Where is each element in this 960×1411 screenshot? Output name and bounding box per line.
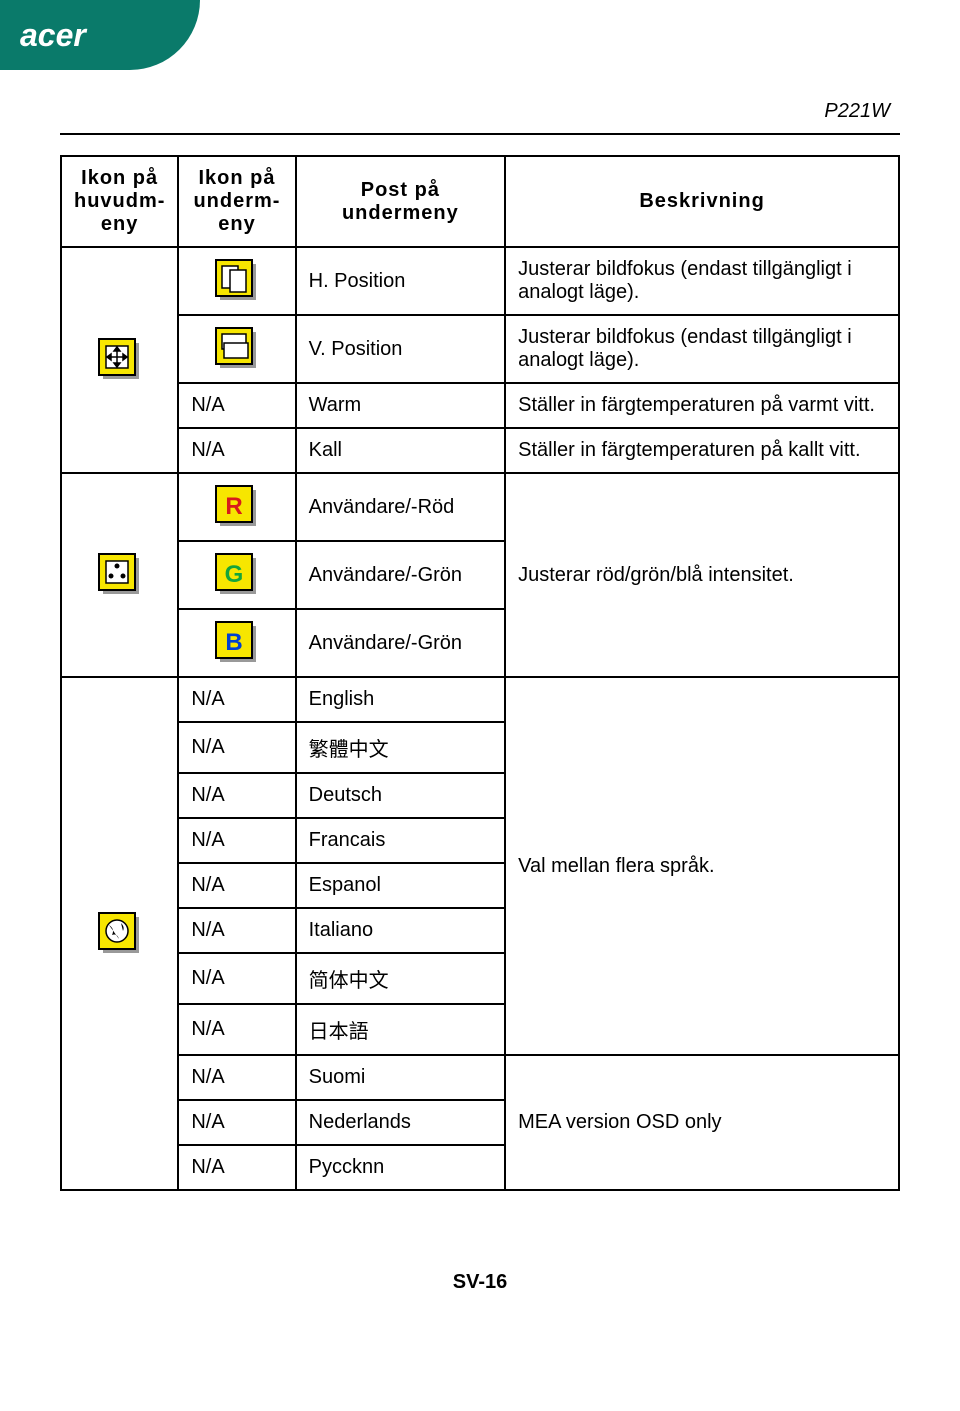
post-warm: Warm	[296, 383, 506, 428]
page-container: P221W Ikon på huvudm-eny Ikon på underm-…	[0, 100, 960, 1334]
row-english: N/A English Val mellan flera språk.	[61, 677, 899, 722]
post-zh-trad: 繁體中文	[296, 722, 506, 773]
sub-suomi: N/A	[178, 1055, 295, 1100]
desc-kall: Ställer in färgtemperaturen på kallt vit…	[505, 428, 899, 473]
sub-nederlands: N/A	[178, 1100, 295, 1145]
page-number: SV-16	[60, 1271, 900, 1294]
post-japanese: 日本語	[296, 1004, 506, 1055]
desc-mea: MEA version OSD only	[505, 1055, 899, 1190]
row-h-position: H. Position Justerar bildfokus (endast t…	[61, 247, 899, 315]
sub-icon-v-position	[178, 315, 295, 383]
header-desc: Beskrivning	[505, 156, 899, 247]
post-v-position: V. Position	[296, 315, 506, 383]
desc-warm: Ställer in färgtemperaturen på varmt vit…	[505, 383, 899, 428]
post-suomi: Suomi	[296, 1055, 506, 1100]
sub-icon-h-position	[178, 247, 295, 315]
post-italiano: Italiano	[296, 908, 506, 953]
post-english: English	[296, 677, 506, 722]
desc-language: Val mellan flera språk.	[505, 677, 899, 1055]
sub-kall: N/A	[178, 428, 295, 473]
sub-icon-green: G	[178, 541, 295, 609]
sub-deutsch: N/A	[178, 773, 295, 818]
row-v-position: V. Position Justerar bildfokus (endast t…	[61, 315, 899, 383]
svg-text:G: G	[225, 561, 244, 588]
sub-italiano: N/A	[178, 908, 295, 953]
globe-icon	[97, 911, 143, 957]
post-user-green: Användare/-Grön	[296, 541, 506, 609]
main-icon-rgb	[61, 473, 178, 677]
svg-text:B: B	[225, 629, 242, 656]
rgb-icon	[97, 552, 143, 598]
post-francais: Francais	[296, 818, 506, 863]
row-kall: N/A Kall Ställer in färgtemperaturen på …	[61, 428, 899, 473]
sub-warm: N/A	[178, 383, 295, 428]
sub-japanese: N/A	[178, 1004, 295, 1055]
header-main-icon: Ikon på huvudm-eny	[61, 156, 178, 247]
acer-logo-text: acer	[20, 17, 86, 54]
sub-english: N/A	[178, 677, 295, 722]
osd-table: Ikon på huvudm-eny Ikon på underm-eny Po…	[60, 155, 900, 1191]
letter-r-icon: R	[214, 484, 260, 530]
post-kall: Kall	[296, 428, 506, 473]
v-position-icon	[214, 326, 260, 372]
letter-b-icon: B	[214, 620, 260, 666]
model-divider	[60, 133, 900, 135]
letter-g-icon: G	[214, 552, 260, 598]
sub-espanol: N/A	[178, 863, 295, 908]
sub-icon-red: R	[178, 473, 295, 541]
post-user-blue: Användare/-Grön	[296, 609, 506, 677]
row-suomi: N/A Suomi MEA version OSD only	[61, 1055, 899, 1100]
desc-rgb: Justerar röd/grön/blå intensitet.	[505, 473, 899, 677]
sub-pycckhh: N/A	[178, 1145, 295, 1190]
sub-icon-blue: B	[178, 609, 295, 677]
sub-zh-simp: N/A	[178, 953, 295, 1004]
table-header-row: Ikon på huvudm-eny Ikon på underm-eny Po…	[61, 156, 899, 247]
post-deutsch: Deutsch	[296, 773, 506, 818]
sub-zh-trad: N/A	[178, 722, 295, 773]
post-zh-simp: 简体中文	[296, 953, 506, 1004]
model-label: P221W	[60, 100, 900, 123]
desc-v-position: Justerar bildfokus (endast tillgängligt …	[505, 315, 899, 383]
post-nederlands: Nederlands	[296, 1100, 506, 1145]
h-position-icon	[214, 258, 260, 304]
main-icon-language	[61, 677, 178, 1190]
sub-francais: N/A	[178, 818, 295, 863]
post-pycckhh: Pyccknn	[296, 1145, 506, 1190]
header-post: Post på undermeny	[296, 156, 506, 247]
desc-h-position: Justerar bildfokus (endast tillgängligt …	[505, 247, 899, 315]
brand-header: acer	[0, 0, 200, 70]
row-user-red: R Användare/-Röd Justerar röd/grön/blå i…	[61, 473, 899, 541]
position-icon	[97, 337, 143, 383]
row-warm: N/A Warm Ställer in färgtemperaturen på …	[61, 383, 899, 428]
svg-text:R: R	[225, 493, 242, 520]
post-espanol: Espanol	[296, 863, 506, 908]
header-sub-icon: Ikon på underm-eny	[178, 156, 295, 247]
post-h-position: H. Position	[296, 247, 506, 315]
post-user-red: Användare/-Röd	[296, 473, 506, 541]
main-icon-position	[61, 247, 178, 473]
